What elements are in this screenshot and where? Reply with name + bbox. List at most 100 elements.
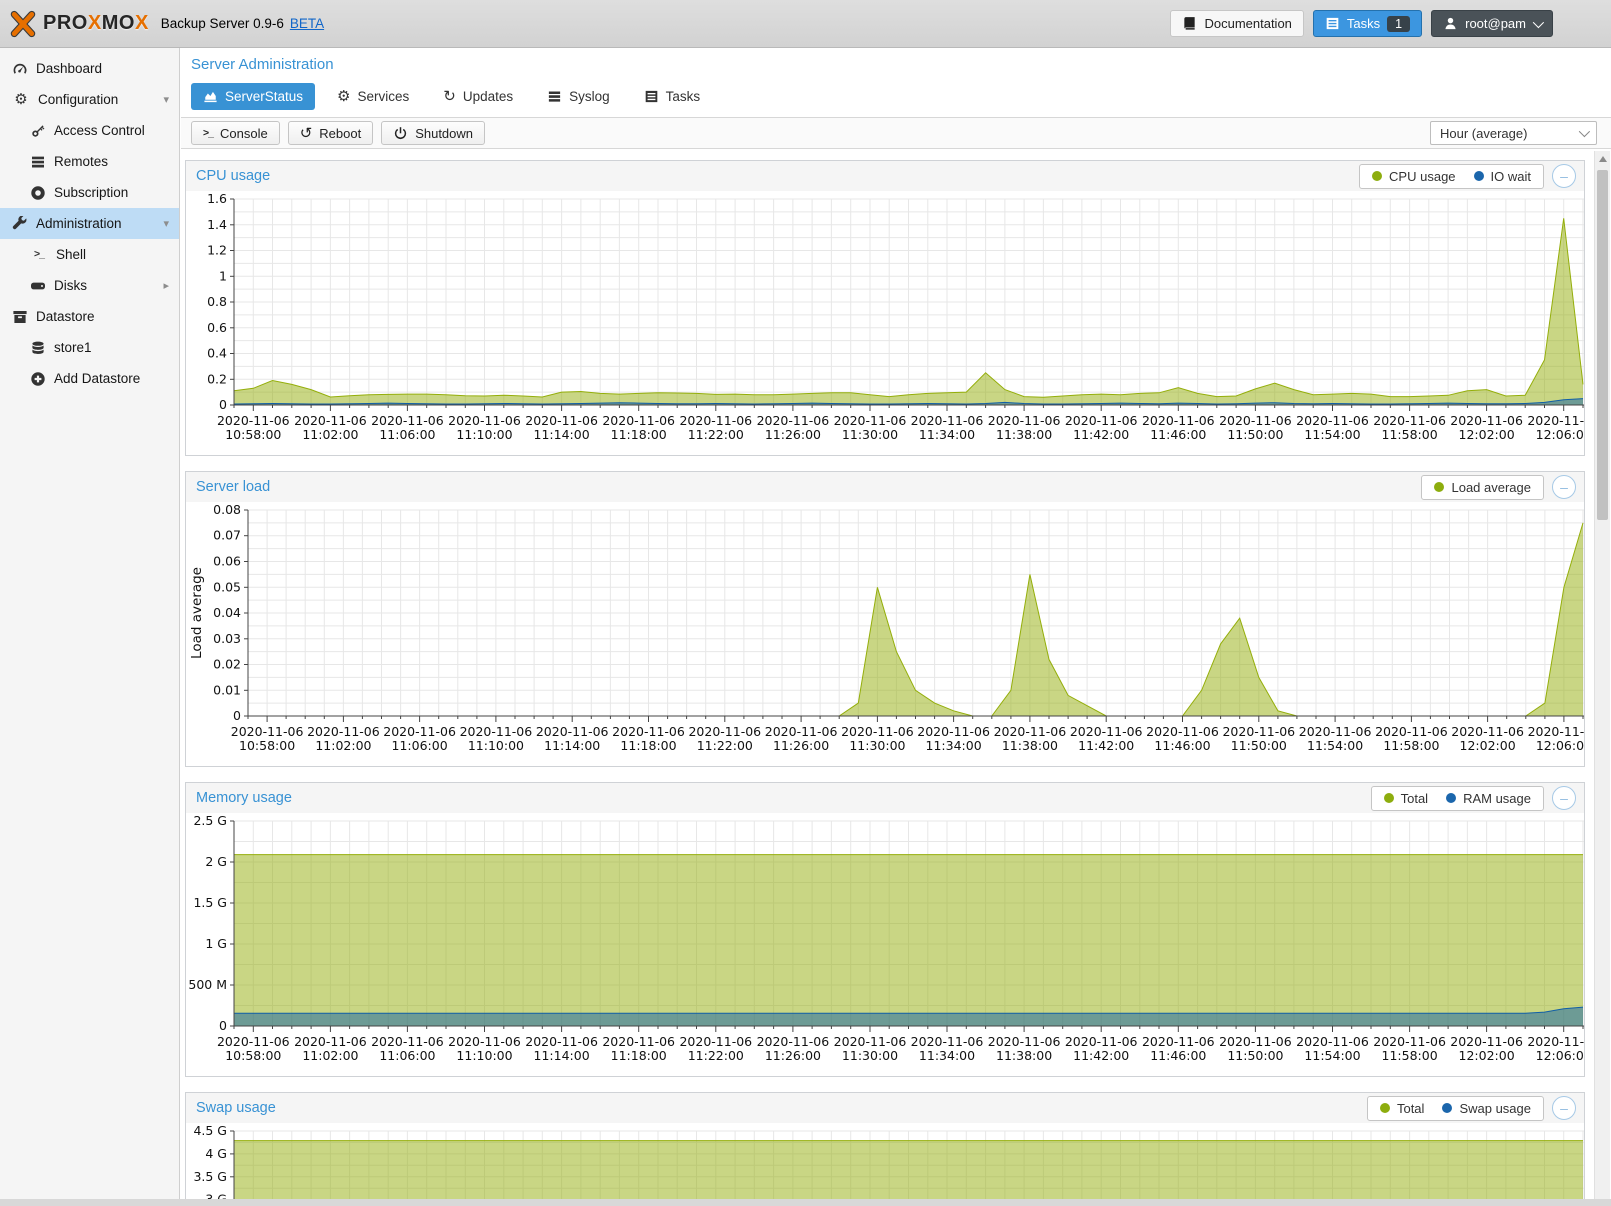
- beta-link[interactable]: BETA: [289, 16, 325, 31]
- svg-text:2 G: 2 G: [205, 854, 227, 869]
- svg-text:0.05: 0.05: [213, 579, 241, 594]
- svg-text:0: 0: [219, 397, 227, 412]
- collapse-panel-button[interactable]: [1552, 164, 1576, 188]
- svg-text:2020-11-06: 2020-11-06: [612, 724, 685, 739]
- legend-item-total[interactable]: Total: [1379, 1101, 1424, 1116]
- documentation-button[interactable]: Documentation: [1170, 10, 1304, 37]
- shutdown-button[interactable]: Shutdown: [381, 121, 486, 145]
- reboot-button[interactable]: ↺ Reboot: [287, 121, 374, 145]
- collapse-panel-button[interactable]: [1552, 1096, 1576, 1120]
- svg-text:1.5 G: 1.5 G: [193, 895, 227, 910]
- svg-text:0: 0: [219, 1018, 227, 1033]
- top-header: PROXMOX Backup Server 0.9-6 BETA Documen…: [0, 0, 1611, 48]
- caret-down-icon[interactable]: ▾: [163, 94, 169, 106]
- tasks-button[interactable]: Tasks 1: [1312, 10, 1423, 37]
- svg-text:2020-11-06: 2020-11-06: [1065, 413, 1138, 428]
- svg-text:11:50:00: 11:50:00: [1231, 738, 1287, 753]
- power-icon: [393, 126, 408, 141]
- vertical-scrollbar[interactable]: [1594, 151, 1610, 1199]
- gauge-icon: [12, 61, 28, 77]
- console-button[interactable]: >_ Console: [191, 121, 280, 145]
- sidebar-item-label: Remotes: [54, 154, 109, 169]
- collapse-panel-button[interactable]: [1552, 475, 1576, 499]
- tab-serverstatus[interactable]: ServerStatus: [191, 83, 316, 110]
- terminal-icon: >_: [203, 126, 214, 139]
- horizontal-scrollbar-track[interactable]: [0, 1199, 1611, 1206]
- svg-text:2020-11-06: 2020-11-06: [1373, 413, 1446, 428]
- legend-label: Swap usage: [1459, 1100, 1531, 1116]
- svg-text:2020-11-06: 2020-11-06: [679, 1034, 752, 1049]
- tab-updates[interactable]: ↻ Updates: [431, 83, 525, 110]
- svg-text:Load average: Load average: [189, 567, 205, 659]
- timeframe-select[interactable]: Hour (average): [1430, 121, 1597, 145]
- svg-text:11:50:00: 11:50:00: [1227, 427, 1283, 442]
- tab-label: Syslog: [569, 89, 610, 104]
- svg-text:11:34:00: 11:34:00: [919, 427, 975, 442]
- svg-text:0.01: 0.01: [213, 682, 241, 697]
- svg-text:11:54:00: 11:54:00: [1307, 738, 1363, 753]
- caret-down-icon[interactable]: ▾: [163, 218, 169, 230]
- button-label: Shutdown: [415, 125, 474, 141]
- svg-text:2020-11-06: 2020-11-06: [757, 413, 830, 428]
- svg-text:2020-11-06: 2020-11-06: [1222, 724, 1295, 739]
- svg-text:0.06: 0.06: [213, 554, 241, 569]
- svg-text:4 G: 4 G: [205, 1146, 227, 1161]
- tasks-icon: [644, 89, 659, 104]
- chart-legend: Total Swap usage: [1366, 1095, 1544, 1121]
- legend-item-io-wait[interactable]: IO wait: [1473, 169, 1531, 184]
- svg-text:2020-11-06: 2020-11-06: [307, 724, 380, 739]
- tasks-count-badge: 1: [1387, 15, 1411, 32]
- sidebar: Dashboard ⚙ Configuration ▾ Access Control Re…: [0, 48, 180, 1199]
- sidebar-item-configuration[interactable]: ⚙ Configuration ▾: [0, 84, 179, 115]
- top-actions: Documentation Tasks 1 root@pam: [1170, 10, 1553, 37]
- svg-text:4.5 G: 4.5 G: [193, 1123, 227, 1138]
- sidebar-item-label: Access Control: [54, 123, 145, 138]
- tab-services[interactable]: ⚙ Services: [325, 83, 421, 110]
- svg-text:2020-11-06: 2020-11-06: [294, 1034, 367, 1049]
- svg-text:11:46:00: 11:46:00: [1150, 1048, 1206, 1063]
- sidebar-item-subscription[interactable]: Subscription: [0, 177, 179, 208]
- legend-label: RAM usage: [1463, 790, 1531, 806]
- scrollbar-thumb[interactable]: [1597, 170, 1608, 520]
- tab-syslog[interactable]: Syslog: [535, 83, 622, 110]
- legend-item-swap-usage[interactable]: Swap usage: [1442, 1101, 1531, 1116]
- sidebar-item-administration[interactable]: Administration ▾: [0, 208, 179, 239]
- caret-right-icon[interactable]: ▸: [163, 280, 169, 292]
- sidebar-item-store1[interactable]: store1: [0, 332, 179, 363]
- brand-name: PROXMOX: [43, 12, 149, 34]
- sidebar-item-datastore[interactable]: Datastore: [0, 301, 179, 332]
- legend-item-ram-usage[interactable]: RAM usage: [1446, 791, 1531, 806]
- user-menu-button[interactable]: root@pam: [1431, 10, 1553, 37]
- scroll-up-arrow[interactable]: [1595, 151, 1610, 167]
- sidebar-item-access-control[interactable]: Access Control: [0, 115, 179, 146]
- svg-text:0.4: 0.4: [207, 346, 227, 361]
- sidebar-item-dashboard[interactable]: Dashboard: [0, 53, 179, 84]
- lifering-icon: [30, 185, 46, 201]
- sidebar-item-add-datastore[interactable]: Add Datastore: [0, 363, 179, 394]
- tab-label: Services: [357, 89, 410, 104]
- svg-text:10:58:00: 10:58:00: [239, 738, 295, 753]
- legend-item-cpu-usage[interactable]: CPU usage: [1372, 169, 1456, 184]
- svg-text:11:46:00: 11:46:00: [1154, 738, 1210, 753]
- rotate-icon: ↺: [299, 124, 313, 142]
- sidebar-item-label: Datastore: [36, 309, 95, 324]
- svg-text:11:46:00: 11:46:00: [1150, 427, 1206, 442]
- legend-dot-icon: [1434, 482, 1445, 492]
- sidebar-item-shell[interactable]: >_ Shell: [0, 239, 179, 270]
- tasks-icon: [1325, 16, 1340, 31]
- svg-text:2020-11-06: 2020-11-06: [371, 413, 444, 428]
- tab-tasks[interactable]: Tasks: [632, 83, 713, 110]
- legend-item-load-average[interactable]: Load average: [1434, 480, 1531, 495]
- svg-text:2020-11-06: 2020-11-06: [371, 1034, 444, 1049]
- panel-header-cpu: CPU usage CPU usage IO wait: [186, 161, 1584, 191]
- sidebar-item-disks[interactable]: Disks ▸: [0, 270, 179, 301]
- sidebar-item-remotes[interactable]: Remotes: [0, 146, 179, 177]
- panel-header-swap: Swap usage Total Swap usage: [186, 1093, 1584, 1123]
- tab-label: ServerStatus: [225, 89, 304, 104]
- gears-icon: ⚙: [337, 88, 351, 105]
- collapse-panel-button[interactable]: [1552, 786, 1576, 810]
- legend-item-total[interactable]: Total: [1383, 791, 1428, 806]
